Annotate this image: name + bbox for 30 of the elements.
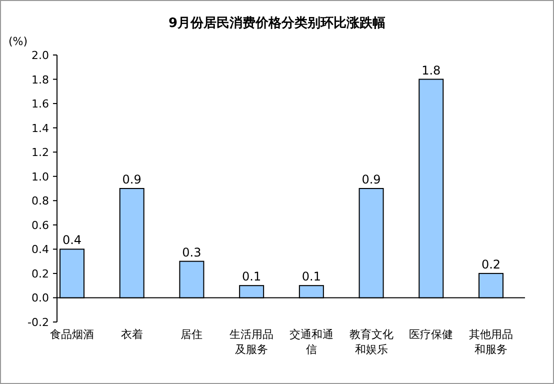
- y-tick-label: 0.2: [32, 267, 49, 280]
- y-tick-label: 0.8: [32, 194, 49, 208]
- x-tick-label: 食品烟酒: [50, 328, 94, 341]
- data-label: 0.1: [242, 270, 262, 284]
- chart-title: 9月份居民消费价格分类别环比涨跌幅: [168, 16, 386, 31]
- y-tick-label: 1.6: [32, 98, 49, 111]
- data-label: 0.3: [182, 245, 202, 260]
- data-label: 1.8: [422, 63, 441, 78]
- y-tick-label: -0.2: [28, 316, 49, 329]
- y-tick-label: 1.0: [32, 170, 49, 184]
- y-tick-label: 0.0: [32, 292, 49, 305]
- x-tick-label: 其他用品和服务: [469, 328, 513, 356]
- x-tick-label: 生活用品及服务: [230, 328, 274, 356]
- x-tick-label: 居住: [180, 328, 203, 341]
- y-tick-label: 2.0: [32, 49, 49, 62]
- x-tick-label: 衣着: [120, 328, 143, 341]
- y-tick-label: 1.4: [32, 122, 49, 135]
- y-axis-title: (%): [8, 35, 28, 48]
- data-label: 0.2: [481, 257, 501, 272]
- x-tick-label: 医疗保健: [409, 328, 454, 341]
- y-tick-label: 1.8: [32, 73, 49, 86]
- data-label: 0.9: [362, 172, 381, 186]
- data-label: 0.1: [302, 270, 321, 284]
- y-tick-label: 1.2: [32, 146, 49, 160]
- y-tick-label: 0.4: [32, 243, 49, 256]
- data-label: 0.9: [122, 172, 142, 186]
- x-tick-label: 交通和通信: [289, 328, 334, 356]
- data-label: 0.4: [62, 233, 82, 248]
- y-tick-label: 0.6: [32, 218, 49, 232]
- x-tick-label: 教育文化和娱乐: [349, 328, 394, 356]
